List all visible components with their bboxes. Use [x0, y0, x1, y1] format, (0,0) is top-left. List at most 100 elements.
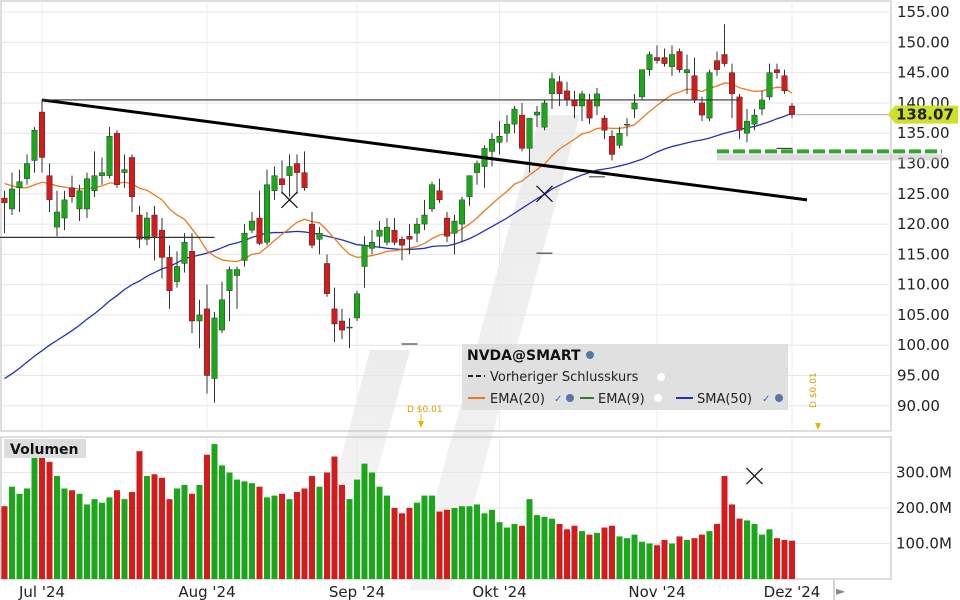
volume-bar	[781, 539, 788, 579]
candle-body	[316, 232, 323, 240]
dividend-marker-2[interactable]: D $0.01	[809, 372, 821, 430]
candle-body	[376, 229, 383, 237]
candle-body	[699, 102, 706, 116]
candle-body	[691, 75, 698, 101]
candle-body	[526, 117, 533, 149]
volume-bar	[369, 472, 375, 579]
candle-body	[601, 117, 608, 131]
volume-bar	[189, 493, 195, 579]
candle-body	[241, 232, 248, 261]
legend-ema20[interactable]: EMA(20)	[490, 392, 545, 407]
candle-body	[721, 54, 728, 64]
candlesticks	[1, 24, 796, 403]
ema20-line	[4, 82, 793, 263]
volume-bar	[631, 534, 638, 579]
volume-bar	[84, 504, 90, 579]
volume-bar	[706, 531, 713, 579]
volume-bar	[519, 525, 525, 579]
volume-bar	[226, 472, 233, 579]
price-tick-label: 150.00	[897, 33, 950, 51]
volume-bar	[354, 479, 360, 579]
volume-bar	[286, 499, 293, 579]
candle-body	[113, 133, 120, 185]
candle-body	[188, 251, 195, 322]
volume-bar	[534, 515, 540, 579]
candle-body	[511, 108, 518, 125]
candle-body	[744, 120, 751, 134]
time-tick-label: Aug '24	[178, 583, 235, 600]
volume-bar	[489, 509, 495, 579]
drawing-annotations[interactable]	[0, 98, 942, 485]
candle-body	[76, 190, 83, 210]
volume-bar	[301, 488, 308, 579]
volume-bars	[1, 440, 795, 579]
dividend-marker[interactable]: D $0.01	[407, 405, 443, 428]
legend-sma50[interactable]: SMA(50)	[697, 392, 752, 407]
candle-body	[391, 229, 398, 243]
volume-bar	[444, 509, 450, 579]
candle-body	[474, 163, 481, 173]
volume-bar	[69, 490, 75, 579]
candle-body	[166, 257, 173, 291]
volume-bar	[129, 492, 135, 579]
volume-title-text: Volumen	[10, 442, 79, 458]
volume-bar	[39, 451, 45, 579]
candle-body	[121, 169, 128, 173]
volume-bar	[256, 486, 263, 579]
candle-body	[676, 51, 683, 70]
volume-bar	[9, 486, 15, 579]
candle-body	[751, 114, 758, 125]
legend-prev-close: Vorheriger Schlusskurs	[490, 370, 639, 385]
price-axis: 155.00150.00145.00140.00135.00130.00125.…	[897, 3, 950, 415]
scroll-right-icon[interactable]: ►	[836, 584, 846, 598]
volume-bar	[346, 499, 353, 579]
legend-dot-icon	[657, 373, 665, 381]
candle-body	[324, 263, 331, 294]
candle-body	[1, 197, 8, 204]
candle-body	[384, 226, 391, 243]
volume-bar	[399, 513, 405, 579]
check-icon[interactable]: ✓	[554, 394, 562, 405]
candle-body	[346, 326, 353, 329]
candle-body	[684, 69, 691, 73]
dividend-label-2: D $0.01	[809, 372, 819, 408]
price-tick-label: 90.00	[897, 397, 940, 415]
candle-body	[444, 217, 451, 237]
check-icon[interactable]: ✓	[762, 394, 770, 405]
volume-bar	[646, 543, 653, 579]
legend-ema9[interactable]: EMA(9)	[598, 392, 645, 407]
volume-bar	[106, 497, 113, 579]
volume-bar	[1, 506, 8, 579]
settings-globe-icon[interactable]	[566, 394, 574, 402]
candle-body	[203, 308, 210, 376]
volume-bar	[721, 476, 728, 579]
price-tick-label: 125.00	[897, 185, 950, 203]
volume-bar	[496, 522, 503, 579]
volume-bar	[466, 506, 473, 579]
volume-bar	[99, 502, 105, 579]
candle-body	[61, 199, 68, 219]
volume-tick-label: 300.0M	[896, 464, 952, 482]
candle-body	[541, 102, 548, 128]
price-tick-label: 135.00	[897, 124, 950, 142]
settings-globe-icon[interactable]	[775, 394, 783, 402]
candle-body	[639, 69, 646, 98]
price-tick-label: 105.00	[897, 306, 950, 324]
cross-marker-icon	[746, 467, 763, 485]
price-tick-label: 155.00	[897, 3, 950, 21]
candle-body	[661, 57, 668, 64]
candle-body	[504, 123, 511, 134]
legend-box[interactable]: NVDA@SMART Vorheriger Schlusskurs EMA(20…	[462, 344, 788, 410]
candle-body	[564, 90, 571, 101]
volume-bar	[594, 532, 600, 579]
candle-body	[256, 217, 263, 244]
volume-bar	[564, 529, 570, 579]
candle-body	[354, 293, 361, 319]
candle-body	[143, 217, 150, 240]
volume-bar	[736, 518, 743, 579]
volume-bar	[324, 472, 330, 579]
candle-body	[466, 175, 473, 198]
volume-bar	[481, 513, 488, 579]
volume-bar	[429, 495, 435, 579]
